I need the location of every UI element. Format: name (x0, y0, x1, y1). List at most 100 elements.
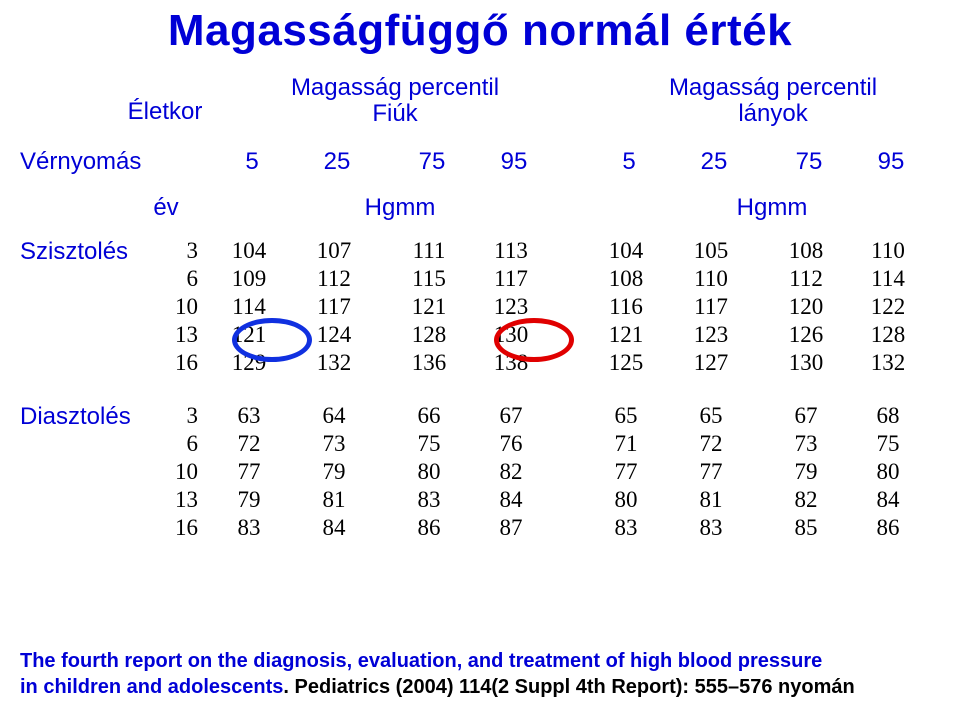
percentile-col: 5 (604, 148, 654, 176)
data-cell: 123 (681, 322, 741, 348)
data-cell: 71 (596, 431, 656, 457)
data-cell: 63 (219, 403, 279, 429)
header-vernyomas: Vérnyomás (20, 148, 141, 176)
data-cell: 116 (596, 294, 656, 320)
data-cell: 82 (776, 487, 836, 513)
data-cell: 120 (776, 294, 836, 320)
header-fiuk-bottom: Fiúk (270, 100, 520, 128)
citation-line1: The fourth report on the diagnosis, eval… (20, 650, 822, 673)
label-szisztoles: Szisztolés (20, 238, 128, 266)
data-cell: 109 (219, 266, 279, 292)
data-cell: 80 (399, 459, 459, 485)
data-cell: 125 (596, 350, 656, 376)
age-cell: 10 (158, 294, 198, 320)
label-diasztoles: Diasztolés (20, 403, 131, 431)
header-ev: év (136, 194, 196, 222)
header-fiuk-top: Magasság percentil (270, 74, 520, 102)
data-cell: 82 (481, 459, 541, 485)
data-cell: 67 (481, 403, 541, 429)
data-cell: 72 (681, 431, 741, 457)
data-cell: 81 (304, 487, 364, 513)
data-cell: 108 (596, 266, 656, 292)
data-cell: 79 (219, 487, 279, 513)
data-cell: 67 (776, 403, 836, 429)
percentile-col: 75 (407, 148, 457, 176)
data-cell: 108 (776, 238, 836, 264)
data-cell: 105 (681, 238, 741, 264)
data-cell: 123 (481, 294, 541, 320)
age-cell: 6 (158, 266, 198, 292)
data-cell: 84 (304, 515, 364, 541)
data-cell: 124 (304, 322, 364, 348)
data-cell: 72 (219, 431, 279, 457)
header-hgmm-boys: Hgmm (340, 194, 460, 222)
data-cell: 76 (481, 431, 541, 457)
data-cell: 65 (596, 403, 656, 429)
data-cell: 80 (596, 487, 656, 513)
header-hgmm-girls: Hgmm (712, 194, 832, 222)
data-cell: 73 (304, 431, 364, 457)
data-cell: 130 (776, 350, 836, 376)
percentile-col: 25 (312, 148, 362, 176)
data-cell: 83 (399, 487, 459, 513)
header-eletkor: Életkor (115, 98, 215, 126)
data-cell: 112 (776, 266, 836, 292)
data-cell: 112 (304, 266, 364, 292)
data-cell: 87 (481, 515, 541, 541)
data-cell: 104 (219, 238, 279, 264)
data-cell: 86 (858, 515, 918, 541)
percentile-col: 25 (689, 148, 739, 176)
age-cell: 3 (158, 403, 198, 429)
data-cell: 81 (681, 487, 741, 513)
data-cell: 83 (681, 515, 741, 541)
percentile-col: 95 (866, 148, 916, 176)
data-cell: 132 (304, 350, 364, 376)
data-cell: 104 (596, 238, 656, 264)
data-cell: 79 (776, 459, 836, 485)
data-cell: 117 (681, 294, 741, 320)
citation-line2: in children and adolescents. Pediatrics … (20, 676, 855, 699)
header-lanyok-top: Magasság percentil (648, 74, 898, 102)
age-cell: 3 (158, 238, 198, 264)
percentile-col: 5 (227, 148, 277, 176)
data-cell: 132 (858, 350, 918, 376)
data-cell: 85 (776, 515, 836, 541)
data-cell: 68 (858, 403, 918, 429)
data-cell: 86 (399, 515, 459, 541)
percentile-col: 95 (489, 148, 539, 176)
data-cell: 114 (219, 294, 279, 320)
data-cell: 77 (681, 459, 741, 485)
data-cell: 121 (596, 322, 656, 348)
age-cell: 10 (158, 459, 198, 485)
age-cell: 16 (158, 515, 198, 541)
data-cell: 75 (858, 431, 918, 457)
age-cell: 16 (158, 350, 198, 376)
data-cell: 128 (399, 322, 459, 348)
data-cell: 113 (481, 238, 541, 264)
data-cell: 84 (481, 487, 541, 513)
data-cell: 64 (304, 403, 364, 429)
data-cell: 126 (776, 322, 836, 348)
data-cell: 107 (304, 238, 364, 264)
data-cell: 84 (858, 487, 918, 513)
percentile-col: 75 (784, 148, 834, 176)
age-cell: 13 (158, 487, 198, 513)
data-cell: 122 (858, 294, 918, 320)
data-cell: 117 (481, 266, 541, 292)
data-cell: 75 (399, 431, 459, 457)
data-cell: 127 (681, 350, 741, 376)
data-cell: 110 (681, 266, 741, 292)
data-cell: 115 (399, 266, 459, 292)
data-cell: 77 (596, 459, 656, 485)
age-cell: 6 (158, 431, 198, 457)
data-cell: 73 (776, 431, 836, 457)
data-cell: 110 (858, 238, 918, 264)
highlight-ellipse-blue (232, 318, 312, 362)
data-cell: 114 (858, 266, 918, 292)
data-cell: 66 (399, 403, 459, 429)
highlight-ellipse-red (494, 318, 574, 362)
data-cell: 117 (304, 294, 364, 320)
data-cell: 83 (219, 515, 279, 541)
data-cell: 77 (219, 459, 279, 485)
data-cell: 65 (681, 403, 741, 429)
